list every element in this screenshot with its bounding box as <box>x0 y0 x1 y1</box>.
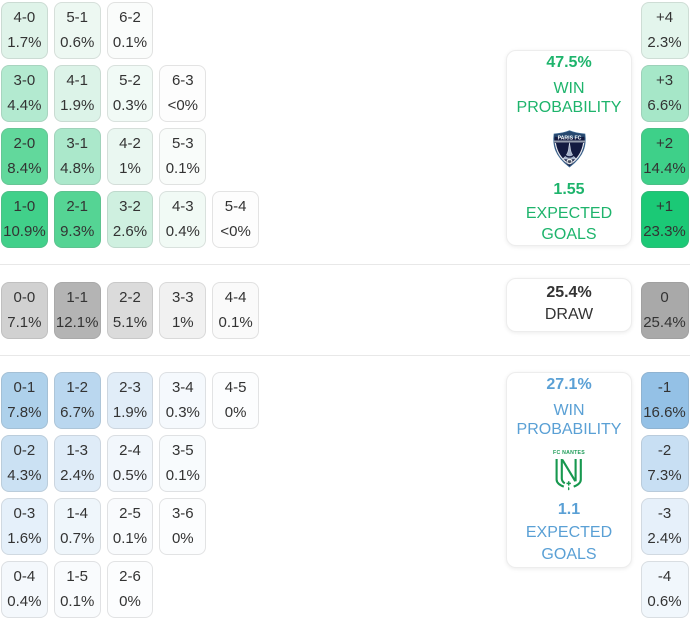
svg-text:FC NANTES: FC NANTES <box>553 450 585 456</box>
svg-text:PARIS FC: PARIS FC <box>557 136 581 142</box>
